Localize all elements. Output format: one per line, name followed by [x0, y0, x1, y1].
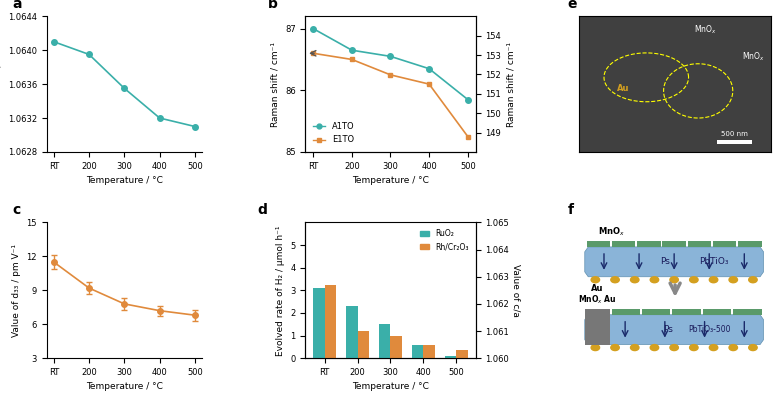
Text: MnO$_x$: MnO$_x$ — [598, 225, 625, 238]
Bar — [358, 331, 369, 358]
Y-axis label: Evolved rate of H₂ / μmol h⁻¹: Evolved rate of H₂ / μmol h⁻¹ — [276, 225, 285, 356]
Circle shape — [749, 277, 757, 283]
Circle shape — [729, 277, 738, 283]
Legend: RuO₂, Rh/Cr₂O₃: RuO₂, Rh/Cr₂O₃ — [417, 226, 472, 254]
Bar — [423, 345, 435, 358]
Text: d: d — [258, 204, 268, 217]
X-axis label: Temperature / °C: Temperature / °C — [352, 383, 429, 392]
Text: Au: Au — [591, 284, 604, 293]
Text: MnO$_x$: MnO$_x$ — [742, 51, 765, 63]
Text: 500 nm: 500 nm — [721, 131, 748, 137]
Bar — [313, 288, 325, 358]
Circle shape — [630, 277, 639, 283]
Text: MnO$_x$ Au: MnO$_x$ Au — [578, 293, 616, 306]
Circle shape — [749, 345, 757, 350]
Text: b: b — [268, 0, 278, 11]
Circle shape — [611, 277, 619, 283]
Bar — [688, 241, 711, 247]
Text: PbTiO₃-500: PbTiO₃-500 — [689, 325, 731, 334]
X-axis label: Temperature / °C: Temperature / °C — [86, 383, 163, 392]
Text: f: f — [567, 204, 573, 217]
Bar — [717, 140, 752, 144]
Text: Ps: Ps — [661, 257, 670, 266]
Polygon shape — [585, 315, 763, 345]
Line: E1TO: E1TO — [311, 51, 471, 139]
Y-axis label: Raman shift / cm⁻¹: Raman shift / cm⁻¹ — [270, 42, 280, 127]
Circle shape — [630, 345, 639, 350]
Text: PbTiO₃: PbTiO₃ — [699, 257, 728, 266]
A1TO — [308, 26, 318, 31]
Y-axis label: Value of d₃₃ / pm V⁻¹: Value of d₃₃ / pm V⁻¹ — [12, 244, 21, 337]
A1TO — [425, 66, 434, 71]
Bar — [612, 309, 640, 315]
Text: Ps: Ps — [663, 325, 673, 334]
Bar — [585, 309, 610, 345]
Circle shape — [670, 345, 679, 350]
Bar — [379, 324, 390, 358]
E1TO — [425, 82, 434, 87]
Y-axis label: Raman shift / cm⁻¹: Raman shift / cm⁻¹ — [506, 42, 516, 127]
Circle shape — [591, 345, 600, 350]
Bar — [456, 350, 467, 358]
Bar — [672, 309, 701, 315]
Bar — [733, 309, 762, 315]
Bar — [346, 306, 358, 358]
Text: a: a — [12, 0, 22, 11]
A1TO — [463, 97, 472, 102]
E1TO — [386, 72, 395, 77]
Text: Au: Au — [618, 84, 630, 93]
Bar — [587, 241, 610, 247]
Y-axis label: Value of c/a: Value of c/a — [0, 58, 2, 111]
Circle shape — [611, 345, 619, 350]
E1TO — [308, 51, 318, 56]
Polygon shape — [585, 247, 763, 277]
E1TO — [347, 57, 357, 62]
Bar — [637, 241, 661, 247]
Y-axis label: Value of c/a: Value of c/a — [511, 264, 520, 317]
Circle shape — [689, 345, 698, 350]
Bar — [325, 284, 337, 358]
Bar — [642, 309, 671, 315]
Line: A1TO: A1TO — [310, 26, 471, 102]
Bar — [412, 345, 423, 358]
Circle shape — [710, 345, 717, 350]
E1TO — [463, 134, 472, 139]
Bar — [713, 241, 736, 247]
Circle shape — [729, 345, 738, 350]
A1TO — [386, 54, 395, 59]
Circle shape — [710, 277, 717, 283]
Circle shape — [689, 277, 698, 283]
Bar — [662, 241, 686, 247]
Bar — [445, 356, 456, 358]
Bar — [612, 241, 636, 247]
X-axis label: Temperature / °C: Temperature / °C — [352, 176, 429, 185]
Circle shape — [591, 277, 600, 283]
Circle shape — [670, 277, 679, 283]
Bar — [703, 309, 731, 315]
Bar — [738, 241, 762, 247]
Text: MnO$_x$: MnO$_x$ — [694, 24, 717, 36]
X-axis label: Temperature / °C: Temperature / °C — [86, 176, 163, 185]
Legend: A1TO, E1TO: A1TO, E1TO — [309, 119, 358, 148]
Text: c: c — [12, 204, 21, 217]
Bar — [390, 335, 402, 358]
Text: e: e — [567, 0, 577, 11]
A1TO — [347, 48, 357, 53]
Circle shape — [650, 345, 659, 350]
Circle shape — [650, 277, 659, 283]
